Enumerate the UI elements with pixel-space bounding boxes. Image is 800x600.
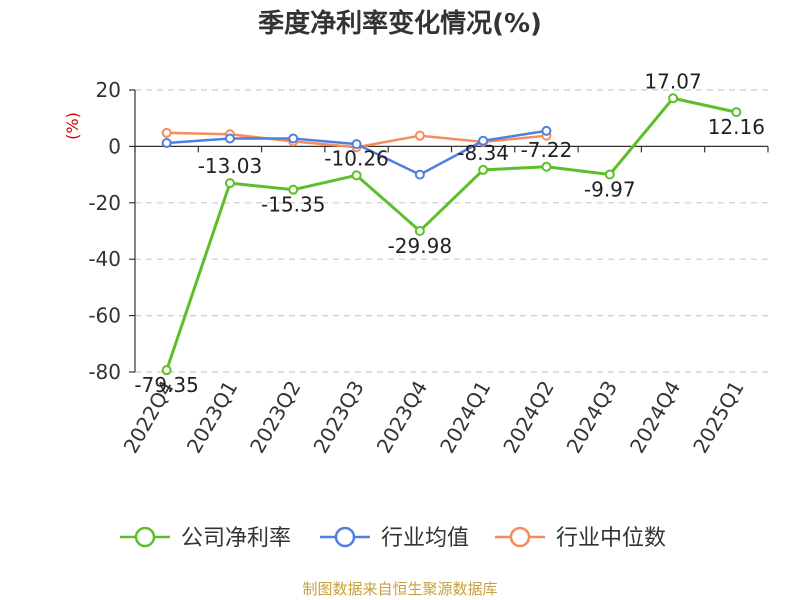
data-labels: -79.35 -13.03 -15.35 -10.26 -29.98 -8.34 -7.22…	[134, 69, 765, 397]
data-point[interactable]	[414, 225, 425, 236]
data-label: -13.03	[198, 154, 262, 178]
data-point[interactable]	[288, 184, 299, 195]
y-tick-label: -60	[88, 304, 121, 328]
data-point[interactable]	[541, 161, 552, 172]
legend-item[interactable]: 行业均值	[320, 526, 469, 551]
data-point[interactable]	[351, 139, 362, 150]
data-label: -8.34	[457, 141, 509, 165]
data-point[interactable]	[414, 169, 425, 180]
data-point[interactable]	[478, 135, 489, 146]
y-tick-label: -40	[88, 247, 121, 271]
y-tick-label: -80	[88, 360, 121, 384]
legend-swatch-marker	[134, 526, 156, 548]
x-tick-label: 2023Q3	[308, 377, 368, 458]
x-tick-label: 2023Q2	[245, 377, 305, 458]
legend-item[interactable]: 行业中位数	[495, 526, 666, 551]
data-point[interactable]	[478, 164, 489, 175]
x-tick-label: 2025Q1	[688, 377, 748, 458]
data-point[interactable]	[224, 178, 235, 189]
data-point[interactable]	[541, 125, 552, 136]
y-tick-label: 0	[108, 134, 121, 158]
x-tick-label: 2023Q4	[372, 377, 432, 458]
legend[interactable]: 公司净利率 行业均值 行业中位数	[120, 526, 666, 551]
chart-title: 季度净利率变化情况(%)	[258, 8, 542, 39]
data-label: -79.35	[134, 373, 198, 397]
data-label: -10.26	[324, 146, 388, 170]
series-lines	[161, 93, 742, 376]
data-point[interactable]	[604, 169, 615, 180]
data-point[interactable]	[161, 365, 172, 376]
data-label: -29.98	[388, 234, 452, 258]
data-point[interactable]	[351, 170, 362, 181]
data-label: -9.97	[584, 178, 636, 202]
source-note: 制图数据来自恒生聚源数据库	[302, 580, 497, 598]
legend-label: 行业中位数	[556, 526, 666, 551]
legend-label: 行业均值	[381, 526, 469, 551]
data-label: -15.35	[261, 193, 325, 217]
y-tick-label: 20	[96, 78, 121, 102]
data-point[interactable]	[414, 130, 425, 141]
legend-swatch-marker	[334, 526, 356, 548]
legend-label: 公司净利率	[181, 526, 291, 551]
data-point[interactable]	[161, 138, 172, 149]
x-tick-label: 2024Q1	[435, 377, 495, 458]
legend-swatch-marker	[509, 526, 531, 548]
x-tick-label: 2024Q3	[562, 377, 622, 458]
data-label: 12.16	[708, 115, 765, 139]
data-label: 17.07	[644, 69, 701, 93]
data-point[interactable]	[288, 133, 299, 144]
x-tick-label: 2024Q2	[498, 377, 558, 458]
data-point[interactable]	[224, 133, 235, 144]
y-tick-label: -20	[88, 191, 121, 215]
y-axis-label: (%)	[63, 112, 82, 140]
data-label: -7.22	[521, 138, 573, 162]
x-tick-label: 2024Q4	[625, 377, 685, 458]
data-point[interactable]	[161, 127, 172, 138]
data-point[interactable]	[668, 93, 679, 104]
data-point[interactable]	[731, 107, 742, 118]
series-line	[165, 96, 737, 371]
legend-item[interactable]: 公司净利率	[120, 526, 291, 551]
